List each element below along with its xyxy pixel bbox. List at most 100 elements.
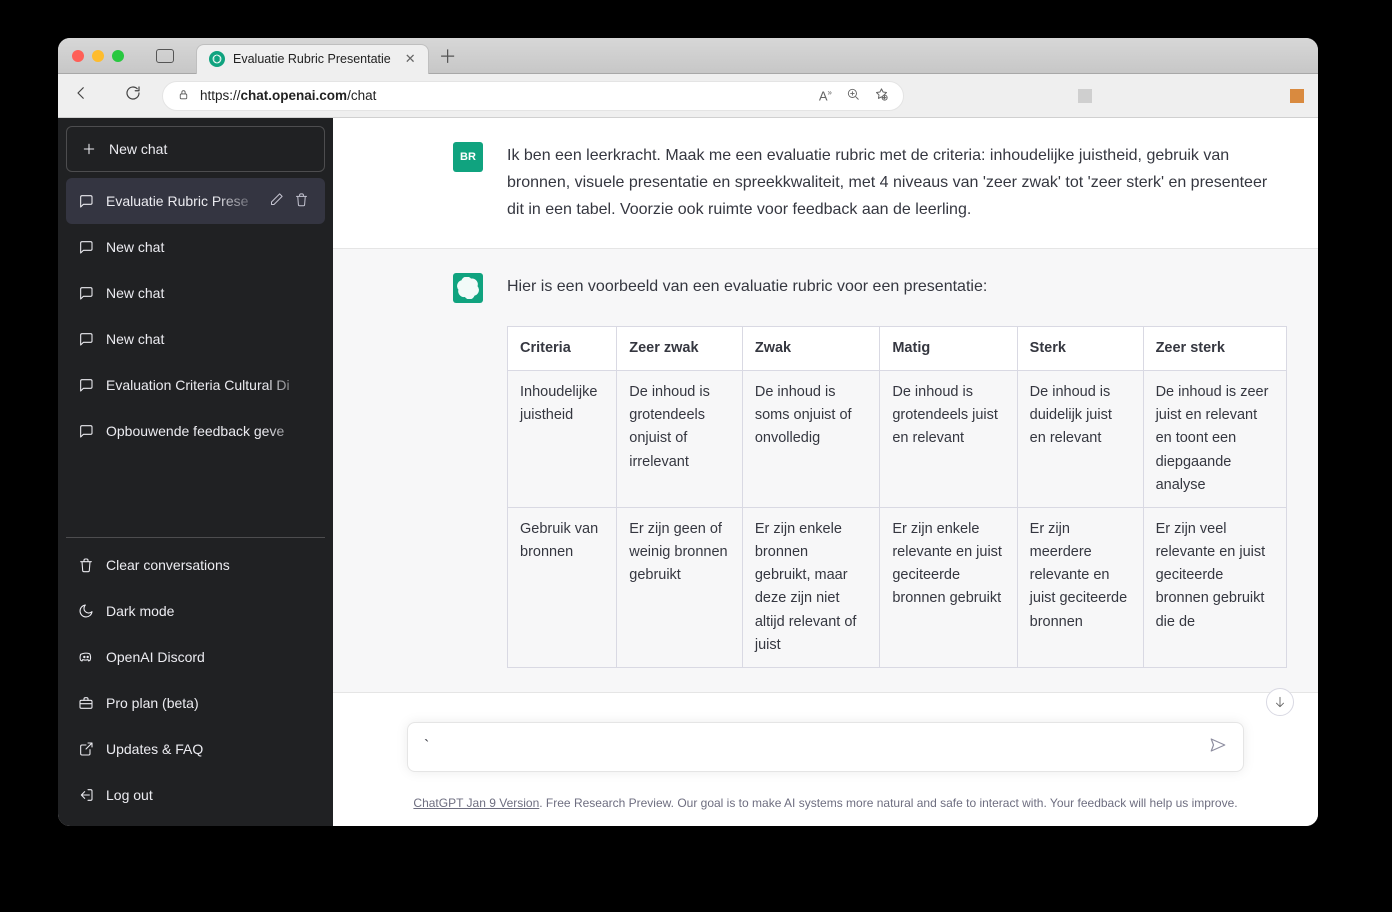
chatgpt-app: New chat Evaluatie Rubric Prese New chat… bbox=[58, 118, 1318, 826]
table-cell: Er zijn meerdere relevante en juist geci… bbox=[1017, 507, 1143, 667]
conversation-list: Evaluatie Rubric Prese New chat New chat… bbox=[66, 178, 325, 537]
conversation-item[interactable]: Evaluation Criteria Cultural Di bbox=[66, 362, 325, 408]
table-header: Criteria bbox=[508, 326, 617, 370]
briefcase-icon bbox=[78, 695, 94, 711]
tab-close-icon[interactable]: ✕ bbox=[405, 51, 416, 67]
titlebar: Evaluatie Rubric Presentatie ✕ ＋ bbox=[58, 38, 1318, 74]
table-cell: De inhoud is duidelijk juist en relevant bbox=[1017, 370, 1143, 507]
browser-tab[interactable]: Evaluatie Rubric Presentatie ✕ bbox=[196, 44, 429, 74]
browser-window: Evaluatie Rubric Presentatie ✕ ＋ https:/… bbox=[58, 38, 1318, 826]
footer-version-link[interactable]: ChatGPT Jan 9 Version bbox=[413, 796, 539, 810]
lock-icon bbox=[177, 88, 190, 104]
chat-icon bbox=[78, 193, 94, 209]
address-bar[interactable]: https://chat.openai.com/chat A» bbox=[162, 81, 904, 111]
footer: ChatGPT Jan 9 Version. Free Research Pre… bbox=[333, 796, 1318, 810]
chat-icon bbox=[78, 285, 94, 301]
nav-label: Pro plan (beta) bbox=[106, 695, 199, 711]
logout-button[interactable]: Log out bbox=[66, 772, 325, 818]
table-cell: Er zijn veel relevante en juist geciteer… bbox=[1143, 507, 1286, 667]
minimize-window-button[interactable] bbox=[92, 50, 104, 62]
new-chat-label: New chat bbox=[109, 141, 167, 157]
new-tab-button[interactable]: ＋ bbox=[439, 43, 457, 69]
clear-conversations-button[interactable]: Clear conversations bbox=[66, 542, 325, 588]
assistant-intro-text: Hier is een voorbeeld van een evaluatie … bbox=[507, 273, 1287, 300]
footer-text: . Free Research Preview. Our goal is to … bbox=[539, 796, 1237, 810]
nav-label: Dark mode bbox=[106, 603, 174, 619]
nav-label: Clear conversations bbox=[106, 557, 230, 573]
sidebar: New chat Evaluatie Rubric Prese New chat… bbox=[58, 118, 333, 826]
conversation-item[interactable]: New chat bbox=[66, 316, 325, 362]
traffic-lights bbox=[72, 50, 124, 62]
table-cell: De inhoud is grotendeels juist en releva… bbox=[880, 370, 1017, 507]
tabstrip: Evaluatie Rubric Presentatie ✕ ＋ bbox=[196, 38, 457, 73]
plus-icon bbox=[81, 141, 97, 157]
table-cell: Er zijn enkele relevante en juist gecite… bbox=[880, 507, 1017, 667]
toolbar-right bbox=[1078, 89, 1304, 103]
assistant-message: Hier is een voorbeeld van een evaluatie … bbox=[333, 248, 1318, 693]
rubric-table: CriteriaZeer zwakZwakMatigSterkZeer ster… bbox=[507, 326, 1287, 668]
logout-icon bbox=[78, 787, 94, 803]
extension-icon[interactable] bbox=[1078, 89, 1092, 103]
table-cell: Inhoudelijke juistheid bbox=[508, 370, 617, 507]
read-aloud-icon[interactable]: A» bbox=[819, 88, 832, 103]
chat-input[interactable] bbox=[424, 738, 1209, 756]
table-cell: Er zijn enkele bronnen gebruikt, maar de… bbox=[742, 507, 879, 667]
chat-icon bbox=[78, 331, 94, 347]
discord-button[interactable]: OpenAI Discord bbox=[66, 634, 325, 680]
new-chat-button[interactable]: New chat bbox=[66, 126, 325, 172]
chat-icon bbox=[78, 423, 94, 439]
reload-button[interactable] bbox=[124, 84, 142, 107]
profile-icon[interactable] bbox=[1290, 89, 1304, 103]
user-message: BR Ik ben een leerkracht. Maak me een ev… bbox=[333, 118, 1318, 248]
chat-icon bbox=[78, 239, 94, 255]
tab-title: Evaluatie Rubric Presentatie bbox=[233, 52, 391, 66]
trash-icon bbox=[78, 557, 94, 573]
sidebar-toggle-icon[interactable] bbox=[156, 49, 174, 63]
chat-input-box[interactable] bbox=[407, 722, 1244, 772]
url-text: https://chat.openai.com/chat bbox=[200, 88, 376, 103]
chat-icon bbox=[78, 377, 94, 393]
table-cell: Gebruik van bronnen bbox=[508, 507, 617, 667]
close-window-button[interactable] bbox=[72, 50, 84, 62]
user-message-text: Ik ben een leerkracht. Maak me een evalu… bbox=[507, 142, 1273, 224]
updates-faq-button[interactable]: Updates & FAQ bbox=[66, 726, 325, 772]
table-header: Matig bbox=[880, 326, 1017, 370]
back-button[interactable] bbox=[72, 84, 90, 107]
table-cell: De inhoud is soms onjuist of onvolledig bbox=[742, 370, 879, 507]
dark-mode-button[interactable]: Dark mode bbox=[66, 588, 325, 634]
table-header: Zeer sterk bbox=[1143, 326, 1286, 370]
discord-icon bbox=[78, 649, 94, 665]
moon-icon bbox=[78, 603, 94, 619]
table-row: Inhoudelijke juistheidDe inhoud is grote… bbox=[508, 370, 1287, 507]
nav-label: Log out bbox=[106, 787, 153, 803]
url-bar: https://chat.openai.com/chat A» bbox=[58, 74, 1318, 118]
favorite-icon[interactable] bbox=[874, 87, 889, 105]
assistant-message-content: Hier is een voorbeeld van een evaluatie … bbox=[507, 273, 1287, 668]
user-avatar: BR bbox=[453, 142, 483, 172]
assistant-avatar bbox=[453, 273, 483, 303]
delete-icon[interactable] bbox=[294, 192, 309, 210]
maximize-window-button[interactable] bbox=[112, 50, 124, 62]
edit-icon[interactable] bbox=[269, 192, 284, 210]
scroll-to-bottom-button[interactable] bbox=[1266, 688, 1294, 716]
pro-plan-button[interactable]: Pro plan (beta) bbox=[66, 680, 325, 726]
table-cell: De inhoud is grotendeels onjuist of irre… bbox=[617, 370, 743, 507]
conversation-item[interactable]: Evaluatie Rubric Prese bbox=[66, 178, 325, 224]
table-header: Sterk bbox=[1017, 326, 1143, 370]
table-cell: De inhoud is zeer juist en relevant en t… bbox=[1143, 370, 1286, 507]
sidebar-bottom-nav: Clear conversations Dark mode OpenAI Dis… bbox=[66, 537, 325, 818]
chat-input-wrap bbox=[407, 722, 1244, 772]
send-icon[interactable] bbox=[1209, 736, 1227, 759]
table-cell: Er zijn geen of weinig bronnen gebruikt bbox=[617, 507, 743, 667]
conversation-item[interactable]: New chat bbox=[66, 270, 325, 316]
table-header: Zwak bbox=[742, 326, 879, 370]
zoom-icon[interactable] bbox=[846, 87, 860, 104]
conversation-item[interactable]: New chat bbox=[66, 224, 325, 270]
nav-label: Updates & FAQ bbox=[106, 741, 203, 757]
chat-scroll[interactable]: BR Ik ben een leerkracht. Maak me een ev… bbox=[333, 118, 1318, 826]
conversation-item[interactable]: Opbouwende feedback geve bbox=[66, 408, 325, 454]
tab-favicon bbox=[209, 51, 225, 67]
table-header: Zeer zwak bbox=[617, 326, 743, 370]
external-link-icon bbox=[78, 741, 94, 757]
table-row: Gebruik van bronnenEr zijn geen of weini… bbox=[508, 507, 1287, 667]
